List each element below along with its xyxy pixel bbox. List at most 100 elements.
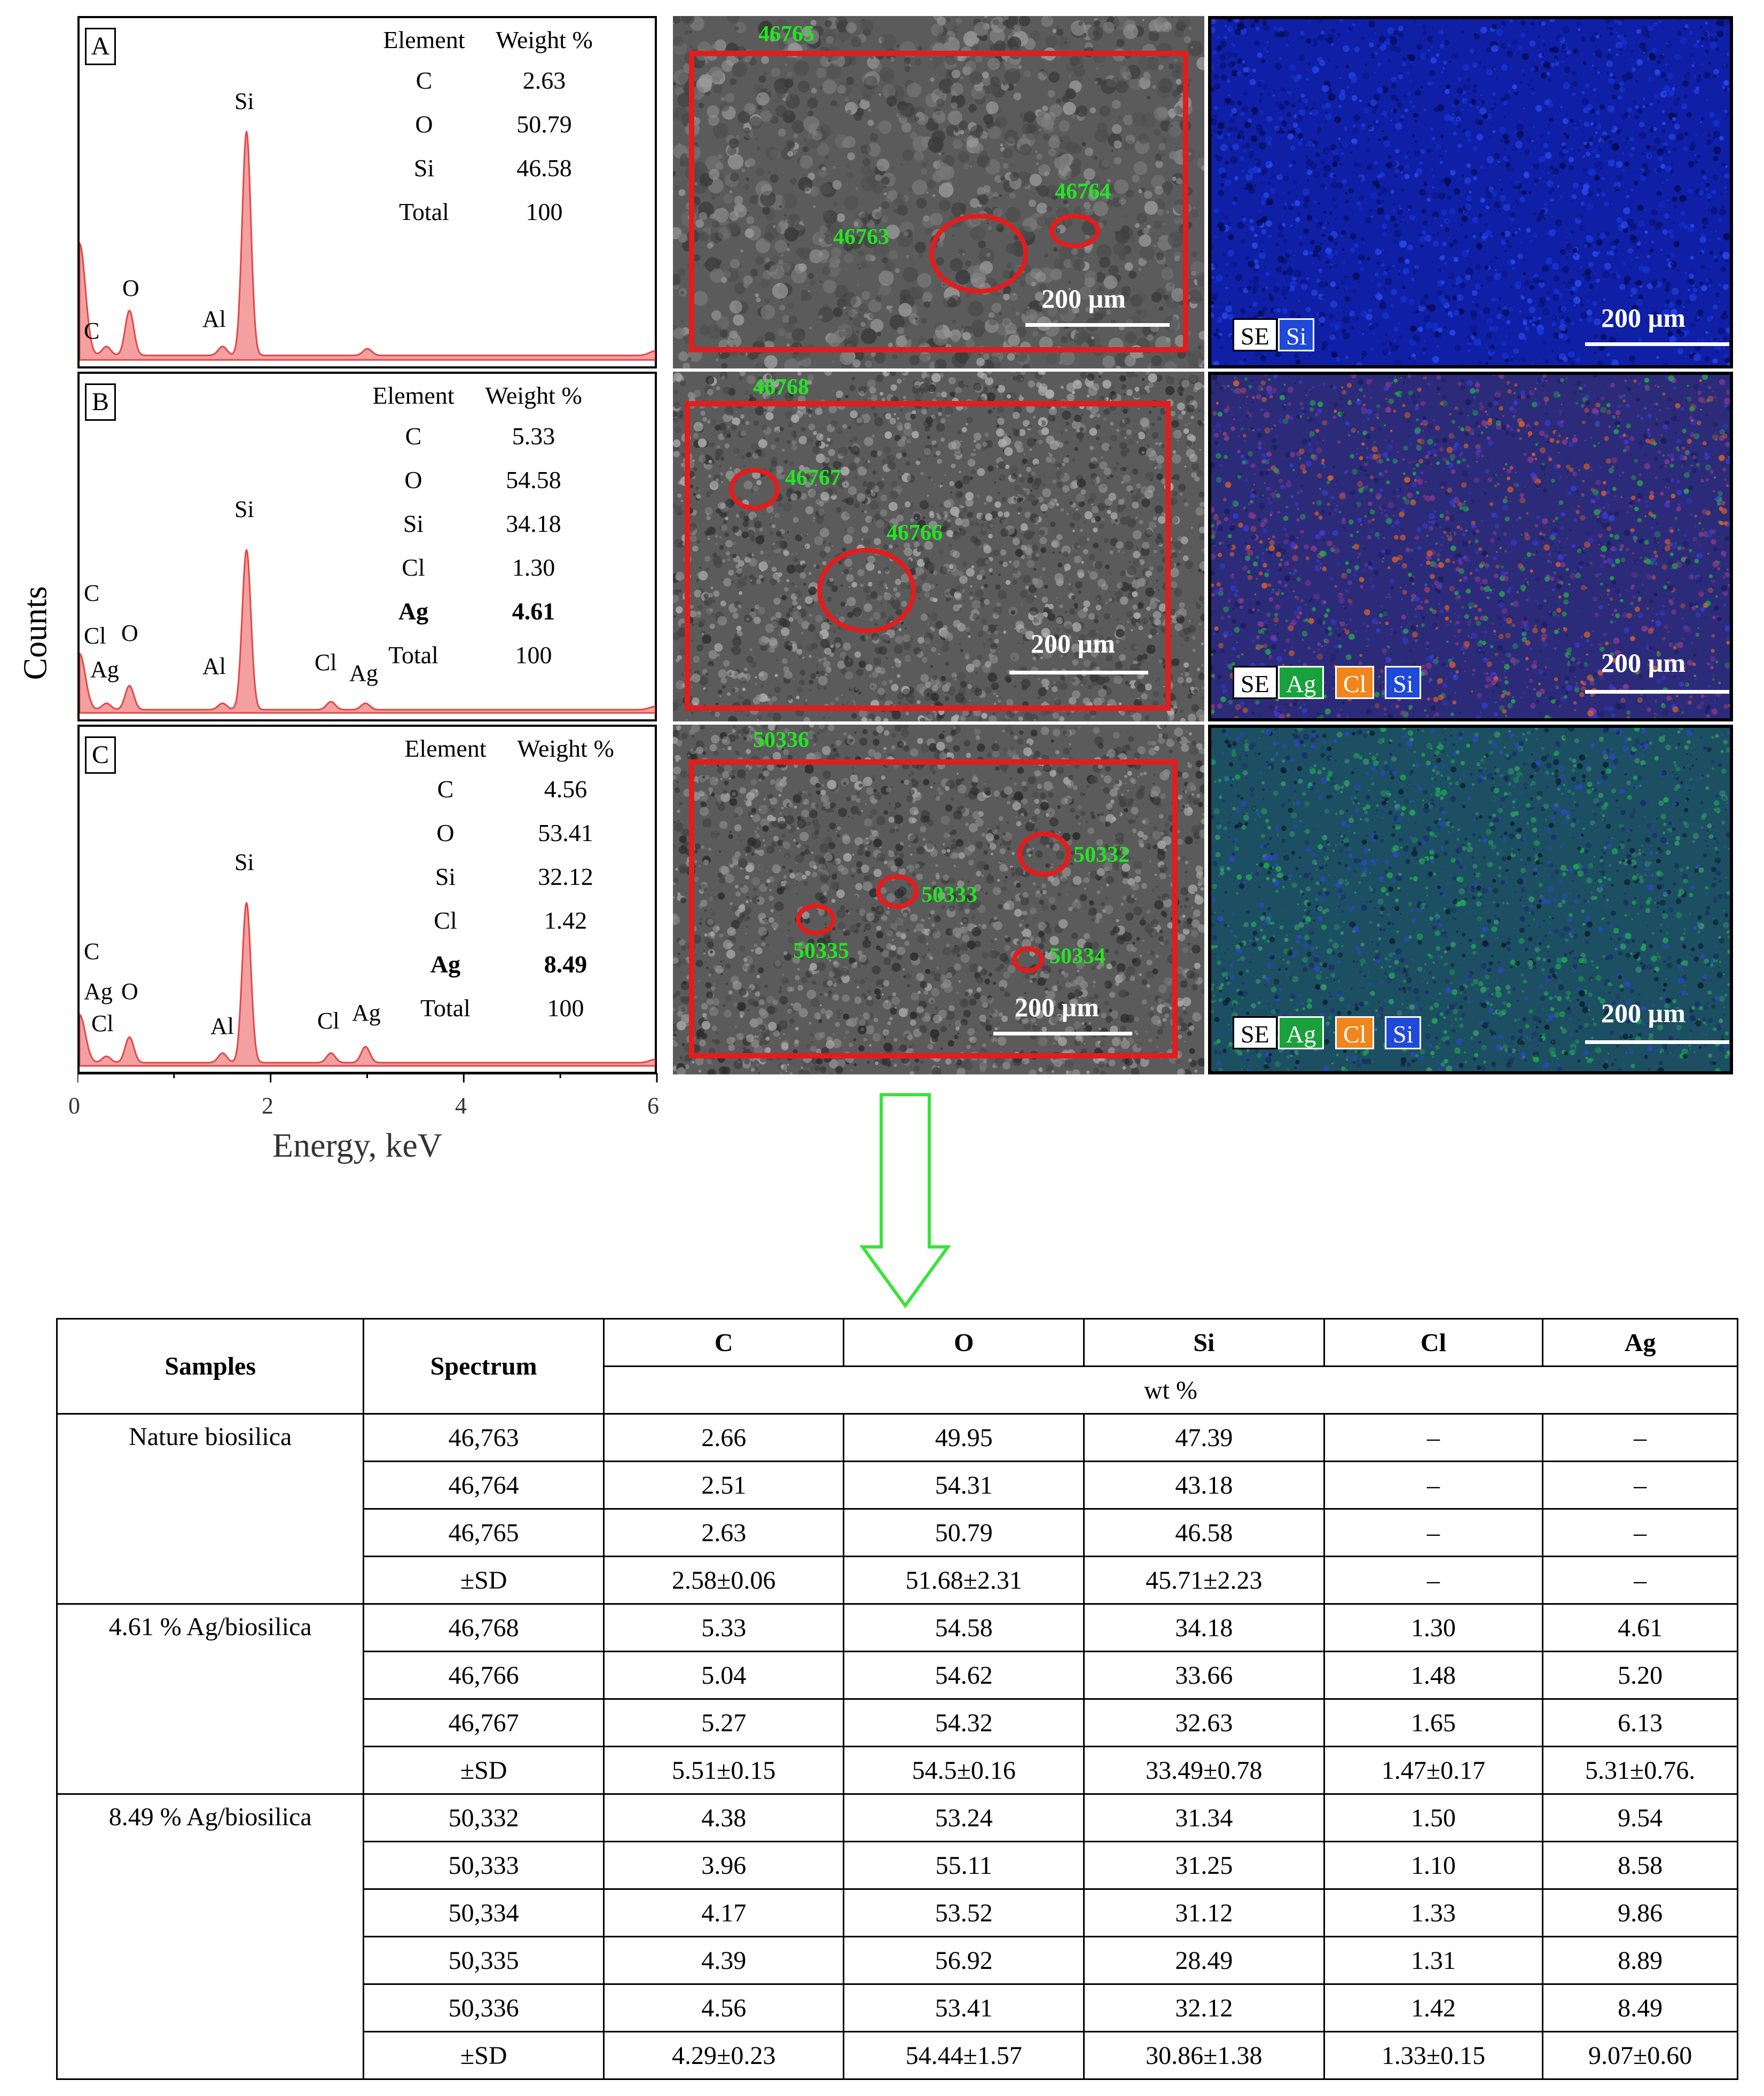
wt-value: 9.07±0.60: [1542, 2031, 1738, 2080]
header-element: Element: [383, 26, 465, 53]
wt-value: –: [1323, 1461, 1544, 1510]
scale-bar-label: 200 µm: [1601, 648, 1685, 678]
spectrum-id: ±SD: [363, 1556, 605, 1605]
table-row: ±SD 2.58±0.06 51.68±2.31 45.71±2.23– –: [57, 1556, 1738, 1605]
wt-value: 4.61: [1542, 1603, 1738, 1652]
peak-label-ag: Ag: [352, 1000, 381, 1026]
scale-bar-label: 200 µm: [1601, 303, 1685, 333]
element-weight: 32.12: [538, 862, 593, 890]
element-name: C: [415, 66, 433, 94]
scale-bar-label: 200 µm: [1041, 284, 1126, 313]
sem-spot-ring: [817, 548, 916, 633]
sem-spectrum-label: 50332: [1073, 843, 1130, 867]
wt-value: 5.20: [1542, 1651, 1738, 1700]
header-element-si: Si: [1083, 1318, 1325, 1367]
spectrum-id: 46,763: [363, 1413, 605, 1462]
sem-spectrum-label: 50336: [753, 728, 809, 752]
wt-value: 43.18: [1083, 1461, 1325, 1510]
peak-label-cl: Cl: [84, 623, 106, 649]
peak-label-si: Si: [234, 849, 254, 875]
spectrum-id: ±SD: [363, 2031, 605, 2080]
sem-spectrum-label: 50335: [793, 939, 849, 963]
x-tick-4: 4: [455, 1093, 467, 1119]
element-name: Total: [399, 198, 449, 225]
peak-label-al: Al: [210, 1013, 234, 1039]
element-name: O: [404, 466, 422, 493]
peak-label-o: O: [122, 275, 139, 301]
texture: [1211, 19, 1730, 365]
header-element-ag: Ag: [1542, 1318, 1738, 1367]
sem-image-b: 46768 46767 46766 200 µm: [673, 372, 1204, 721]
scale-bar-label: 200 µm: [1031, 629, 1115, 658]
peak-label-si: Si: [234, 496, 254, 522]
wt-value: 4.56: [602, 1983, 845, 2032]
element-weight: 53.41: [538, 819, 593, 846]
scale-bar: [993, 1032, 1132, 1035]
sem-spot-ring: [1049, 214, 1100, 248]
sem-spot-ring: [929, 214, 1028, 294]
wt-value: 9.86: [1542, 1888, 1738, 1937]
scale-bar: [1585, 1040, 1729, 1044]
element-name: C: [437, 775, 454, 803]
sem-spot-ring: [796, 904, 836, 936]
wt-value: 6.13: [1542, 1698, 1738, 1747]
header-weight: Weight %: [496, 26, 593, 53]
element-weight: 100: [526, 198, 563, 225]
map-chip-ag: Ag: [1278, 666, 1324, 699]
weight-table-c: Element Weight % C 4.56 O 53.41 Si 32.12 Cl 1…: [389, 729, 630, 1030]
sem-spot-ring: [876, 874, 919, 909]
element-weight: 2.63: [522, 66, 566, 94]
element-name: O: [415, 110, 433, 138]
spectrum-id: 50,332: [363, 1793, 605, 1842]
spectrum-id: 46,765: [363, 1508, 605, 1557]
peak-label-si: Si: [234, 88, 254, 114]
wt-value: 31.34: [1083, 1793, 1325, 1842]
element-map-b: SE Ag Cl Si 200 µm: [1208, 372, 1733, 721]
peak-label-cl: Cl: [91, 1010, 114, 1037]
sample-name: 4.61 % Ag/biosilica: [56, 1603, 365, 1795]
wt-value: 8.89: [1542, 1936, 1738, 1985]
peak-label-al: Al: [202, 653, 226, 679]
element-weight: 100: [515, 641, 552, 669]
wt-value: –: [1542, 1556, 1738, 1605]
header-element-c: C: [602, 1318, 845, 1367]
element-name: Si: [403, 509, 424, 537]
peak-label-ag: Ag: [84, 978, 113, 1004]
sample-name: 8.49 % Ag/biosilica: [56, 1793, 365, 2080]
spectrum-id: 50,335: [363, 1936, 605, 1985]
sample-name: Nature biosilica: [56, 1413, 365, 1605]
sem-spectrum-label: 46763: [833, 225, 889, 249]
wt-value: 54.44±1.57: [843, 2031, 1085, 2080]
wt-value: 2.51: [602, 1461, 845, 1510]
spectrum-panel-a: A Si O C Al Element Weight % C 2.63 O 50.79…: [77, 16, 657, 368]
wt-value: 54.62: [843, 1651, 1085, 1700]
scale-bar: [1585, 690, 1729, 694]
x-axis: [77, 1072, 658, 1082]
x-tick-0: 0: [68, 1093, 80, 1119]
spectrum-id: ±SD: [363, 1746, 605, 1795]
element-map-c: SE Ag Cl Si 200 µm: [1208, 725, 1733, 1074]
sem-selection-frame: [685, 401, 1171, 711]
spectrum-panel-b: B Si C Cl O Ag Al Cl Ag Element Weight % …: [77, 372, 657, 721]
element-weight: 1.30: [512, 553, 555, 581]
element-name: Total: [388, 641, 438, 669]
peak-label-o: O: [121, 620, 138, 646]
down-arrow-icon: [859, 1093, 951, 1309]
sem-spot-ring: [1012, 946, 1044, 973]
element-map-a: SE Si 200 µm: [1208, 16, 1733, 368]
map-chip-se: SE: [1233, 318, 1277, 351]
table-row: 50,334 4.17 53.52 31.12 1.33 9.86: [57, 1888, 1738, 1937]
wt-value: 1.10: [1323, 1841, 1544, 1890]
peak-label-c: C: [84, 580, 100, 606]
peak-label-c: C: [84, 938, 100, 964]
wt-value: 8.49: [1542, 1983, 1738, 2032]
wt-value: 32.63: [1083, 1698, 1325, 1747]
x-tick-marks: [77, 1073, 658, 1082]
table-row: 46,766 5.04 54.62 33.66 1.48 5.20: [57, 1651, 1738, 1700]
weight-table-b: Element Weight % C 5.33 O 54.58 Si 34.18 Cl 1…: [357, 376, 598, 677]
sem-selection-frame: [689, 51, 1188, 352]
wt-value: 4.17: [602, 1888, 845, 1937]
table-row: 46,764 2.51 54.31 43.18– –: [57, 1461, 1738, 1510]
element-weight: 1.42: [544, 906, 587, 934]
element-name: Ag: [430, 950, 461, 978]
